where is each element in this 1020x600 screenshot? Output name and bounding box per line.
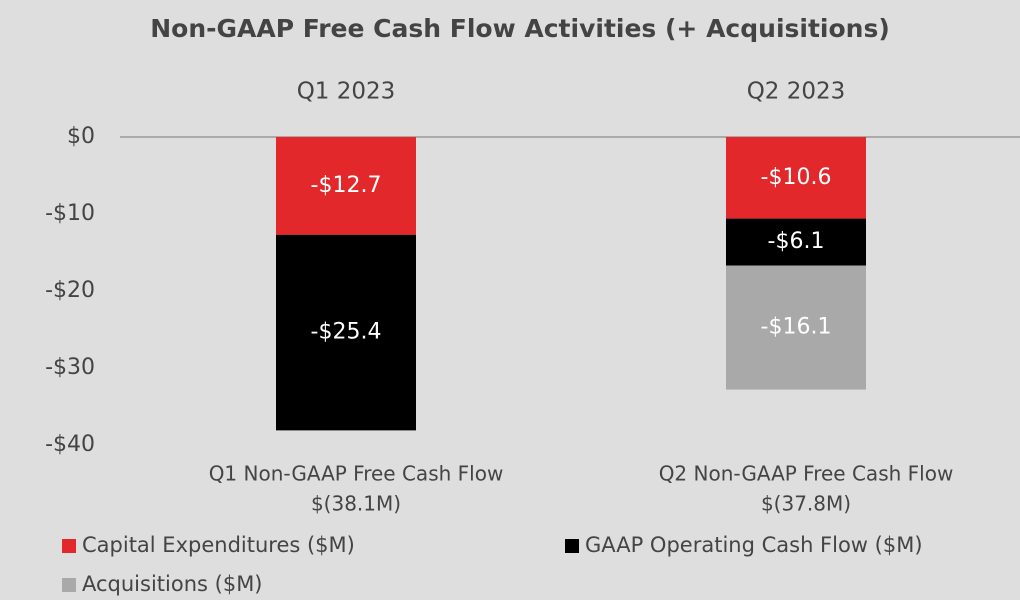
y-tick-label: $0 bbox=[67, 124, 95, 149]
chart-title: Non-GAAP Free Cash Flow Activities (+ Ac… bbox=[150, 14, 890, 43]
bar-segment bbox=[276, 234, 416, 431]
y-tick-label: -$10 bbox=[45, 201, 95, 226]
value-label: -$10.6 bbox=[761, 165, 832, 190]
category-note: Q1 Non-GAAP Free Cash Flow bbox=[209, 462, 504, 486]
category-label: Q2 2023 bbox=[747, 79, 846, 105]
bar-segment bbox=[726, 265, 866, 390]
bar-segment bbox=[276, 137, 416, 235]
y-tick-label: -$30 bbox=[45, 355, 95, 380]
legend-swatch bbox=[565, 539, 579, 553]
value-label: -$6.1 bbox=[768, 229, 825, 254]
category-note: $(37.8M) bbox=[761, 492, 851, 516]
legend-swatch bbox=[62, 539, 76, 553]
bar-segment bbox=[726, 218, 866, 266]
y-tick-label: -$20 bbox=[45, 278, 95, 303]
legend-swatch bbox=[62, 578, 76, 592]
legend-label: Acquisitions ($M) bbox=[82, 572, 263, 596]
category-label: Q1 2023 bbox=[297, 79, 396, 105]
value-label: -$25.4 bbox=[311, 320, 382, 345]
value-label: -$16.1 bbox=[761, 315, 832, 340]
legend-label: Capital Expenditures ($M) bbox=[82, 533, 355, 557]
category-note: $(38.1M) bbox=[311, 492, 401, 516]
bar-segment bbox=[726, 137, 866, 219]
legend-label: GAAP Operating Cash Flow ($M) bbox=[585, 533, 923, 557]
value-label: -$12.7 bbox=[311, 173, 382, 198]
category-note: Q2 Non-GAAP Free Cash Flow bbox=[659, 462, 954, 486]
y-tick-label: -$40 bbox=[45, 432, 95, 457]
